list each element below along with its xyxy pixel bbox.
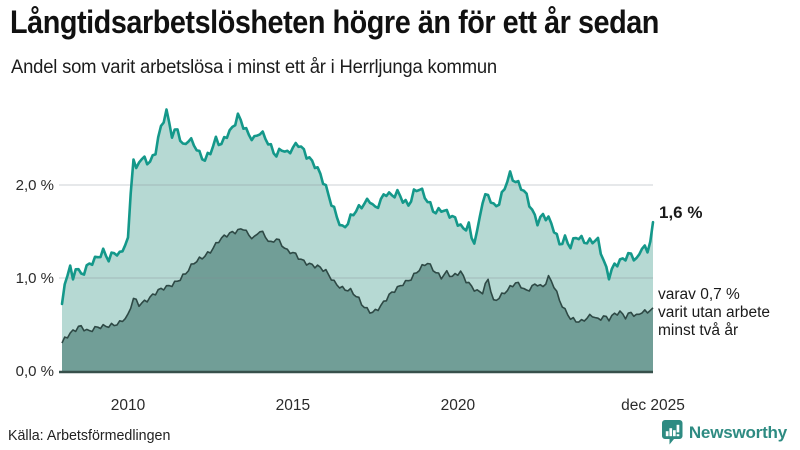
source-attribution: Källa: Arbetsförmedlingen: [8, 427, 171, 444]
svg-text:2015: 2015: [276, 397, 310, 414]
svg-text:2010: 2010: [111, 397, 146, 414]
newsworthy-logo-link[interactable]: Newsworthy: [661, 419, 787, 446]
annotation-line: varit utan arbete: [658, 304, 771, 321]
page-title: Långtidsarbetslösheten högre än för ett …: [10, 4, 659, 40]
svg-text:0,0 %: 0,0 %: [16, 363, 54, 380]
newsworthy-icon: [661, 419, 684, 446]
svg-text:1,0 %: 1,0 %: [16, 270, 54, 287]
svg-text:2020: 2020: [441, 397, 476, 414]
dark-series-annotation: varav 0,7 % varit utan arbete minst två …: [658, 286, 770, 340]
svg-text:dec 2025: dec 2025: [621, 397, 685, 414]
chart-subtitle: Andel som varit arbetslösa i minst ett å…: [11, 57, 497, 78]
series-end-value-label: 1,6 %: [659, 203, 703, 223]
annotation-line: varav 0,7 %: [658, 286, 740, 303]
svg-text:2,0 %: 2,0 %: [16, 177, 54, 194]
newsworthy-wordmark: Newsworthy: [688, 422, 787, 442]
annotation-line: minst två år: [658, 322, 739, 339]
